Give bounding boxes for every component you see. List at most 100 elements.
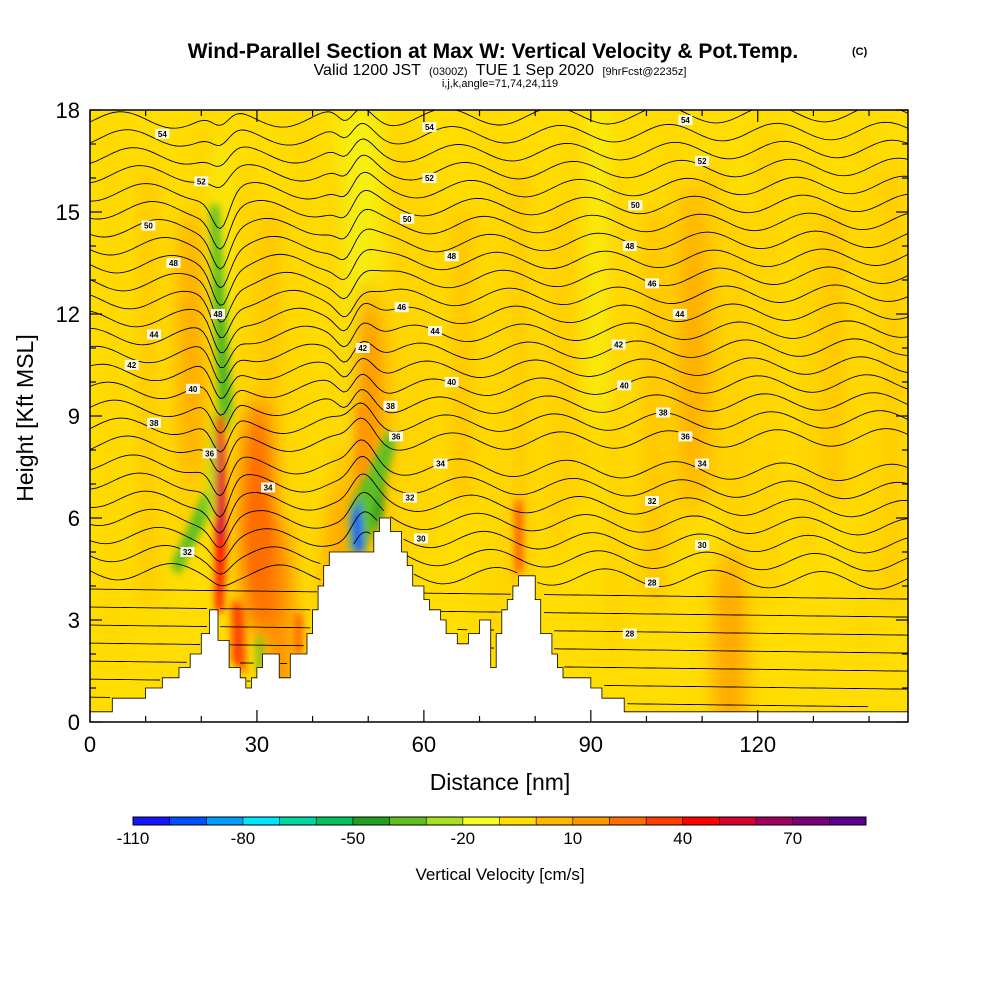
isentrope-line: [90, 563, 908, 590]
contour-label-text: 36: [392, 432, 401, 441]
contour-label-text: 28: [648, 579, 657, 588]
contour-label: 32: [402, 492, 417, 503]
contour-label: 54: [678, 115, 693, 126]
downdraft-core: [351, 497, 364, 552]
contour-label: 44: [146, 329, 161, 340]
subtitle-utc: (0300Z): [429, 66, 468, 78]
isentrope-line: [90, 491, 908, 549]
contour-label: 34: [695, 458, 710, 469]
contour-label: 30: [414, 533, 429, 544]
updraft-cell: [713, 552, 747, 722]
downdraft-plume: [205, 409, 217, 518]
contour-label-bg: [645, 496, 660, 506]
contour-label-text: 38: [386, 402, 395, 411]
contour-label-bg: [444, 251, 459, 262]
contour-label: 36: [678, 431, 693, 442]
contour-label: 38: [383, 400, 398, 411]
isentrope-line: [90, 531, 908, 575]
downdraft-plume: [256, 637, 263, 671]
colorbar-swatch: [646, 817, 684, 825]
contour-label-bg: [433, 458, 448, 469]
updraft-streak: [453, 208, 470, 501]
subtitle-fcst: [9hrFcst@2235z]: [602, 66, 686, 78]
y-tick-label: 15: [56, 200, 80, 225]
contour-label-bg: [383, 400, 398, 411]
colorbar-swatch: [352, 817, 391, 825]
colorbar-tick-label: 70: [783, 829, 802, 848]
contour-label-bg: [695, 540, 710, 551]
isentrope-line: [90, 373, 908, 416]
contour-label-text: 40: [620, 381, 629, 390]
x-tick-label: 60: [412, 732, 436, 757]
isentrope-line: [90, 624, 908, 636]
colorbar-swatch: [829, 817, 867, 825]
contour-label-bg: [617, 380, 632, 391]
colorbar-swatch: [756, 817, 794, 825]
contour-label-text: 50: [631, 201, 640, 210]
contour-label: 32: [645, 496, 660, 506]
contour-label-bg: [622, 241, 637, 251]
contour-label: 40: [617, 380, 632, 391]
colorbar-swatch: [279, 817, 317, 825]
soft-shading: [106, 110, 897, 722]
isentrope-line: [90, 284, 908, 339]
colorbar-tick-label: -80: [231, 829, 256, 848]
contour-label-text: 38: [659, 409, 668, 418]
contour-label-text: 30: [417, 534, 426, 543]
downdraft-band: [585, 110, 608, 416]
contour-label: 36: [389, 431, 404, 442]
contour-label-text: 42: [358, 344, 367, 353]
contour-label-bg: [400, 213, 415, 224]
colorbar-swatch: [206, 817, 244, 825]
contour-label-text: 34: [436, 460, 445, 469]
isentrope-line: [90, 402, 908, 453]
contour-label: 34: [261, 482, 276, 493]
contour-label-bg: [656, 407, 671, 418]
updraft-streak: [514, 167, 526, 604]
isentrope-line: [90, 208, 908, 270]
contour-label-bg: [414, 533, 429, 544]
contour-label: 42: [611, 339, 626, 350]
isentrope-line: [90, 338, 908, 384]
contour-label-bg: [678, 115, 693, 126]
contour-label-bg: [422, 173, 437, 183]
contour-label-bg: [695, 156, 710, 166]
contour-label-bg: [622, 628, 637, 639]
x-tick-label: 90: [579, 732, 603, 757]
contour-label: 50: [628, 200, 643, 211]
contour-label-bg: [628, 200, 643, 211]
isentrope-line: [90, 266, 908, 323]
contour-labels: 54 54 54 52 52 52 50 50 50 48 48 48 48 46 46 44 44 44 42 42…: [124, 115, 710, 639]
updraft-streak: [801, 167, 813, 553]
y-tick-label: 0: [68, 710, 80, 735]
updraft-streak: [142, 167, 154, 604]
contour-label: 48: [622, 241, 637, 251]
chart-info-line: i,j,k,angle=71,74,24,119: [442, 78, 558, 90]
contour-label: 46: [645, 278, 660, 289]
contour-label: 48: [444, 251, 459, 262]
updraft-streak: [669, 127, 677, 552]
isentrope-line: [90, 456, 908, 518]
contour-label-bg: [422, 122, 437, 132]
colorbar-label: Vertical Velocity [cm/s]: [415, 865, 584, 884]
contour-label-bg: [355, 343, 370, 353]
isentrope-line: [90, 642, 908, 654]
contour-label-text: 54: [425, 123, 434, 132]
updraft-streak: [609, 167, 621, 655]
contour-label-text: 44: [431, 327, 440, 336]
contour-label: 40: [185, 383, 200, 394]
updraft-streak: [393, 127, 401, 603]
contour-label-bg: [402, 492, 417, 503]
colorbar-tick-label: -20: [451, 829, 476, 848]
colorbar-swatch: [536, 817, 574, 825]
title-copyright-mark: (C): [852, 46, 868, 58]
updraft-streak: [765, 127, 773, 603]
colorbar-tick-label: -110: [117, 829, 150, 848]
contour-label-bg: [695, 458, 710, 469]
updraft-streak: [238, 167, 250, 655]
contour-label-text: 48: [625, 242, 634, 251]
contour-label-bg: [146, 417, 161, 428]
contour-label-text: 42: [127, 361, 136, 370]
contour-label: 38: [656, 407, 671, 418]
contour-label-text: 42: [614, 341, 623, 350]
